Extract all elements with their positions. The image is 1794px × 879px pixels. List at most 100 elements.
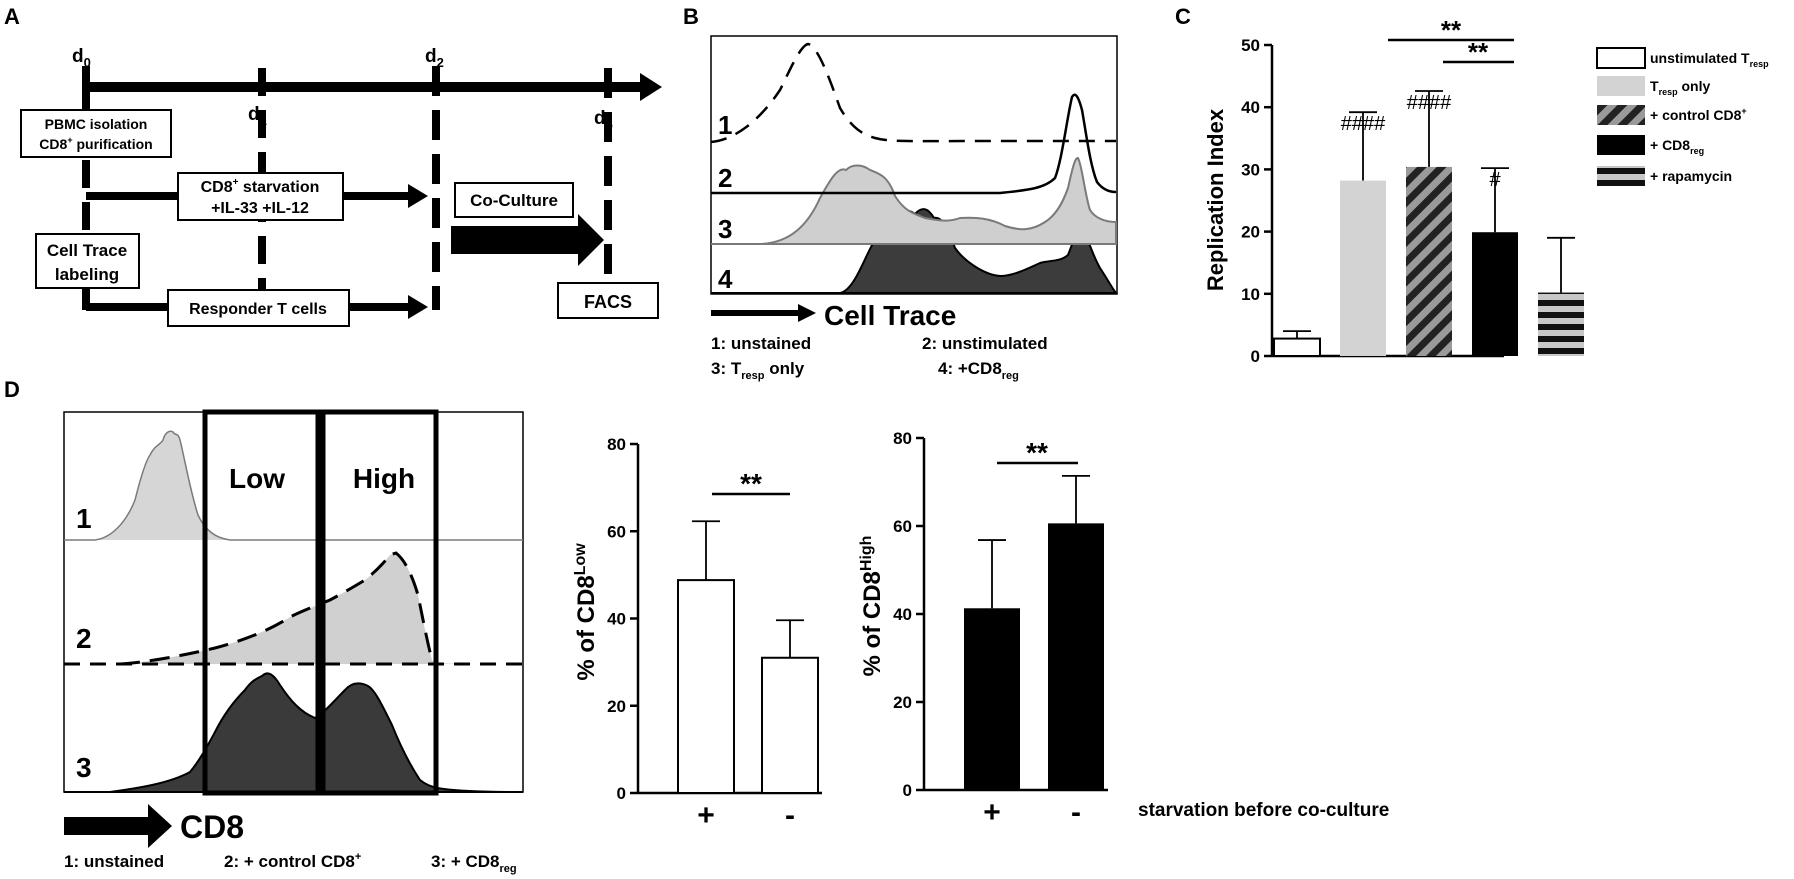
y-tick-label: 50 bbox=[1241, 36, 1260, 55]
svg-text:Co-Culture: Co-Culture bbox=[470, 191, 558, 210]
y-tick-label: 60 bbox=[893, 517, 912, 536]
panel-d-letter: D bbox=[4, 377, 20, 402]
y-tick-label: 40 bbox=[607, 610, 626, 629]
sig-label-d-high: ** bbox=[1026, 437, 1048, 468]
timepoint-d6: d bbox=[594, 108, 606, 129]
y-tick-label: 0 bbox=[617, 784, 626, 803]
legend-b-2: 2: unstimulated bbox=[922, 334, 1048, 353]
legend-b-4: 4: +CD8reg bbox=[938, 359, 1019, 382]
arrow-coculture bbox=[451, 214, 604, 266]
box-facs bbox=[557, 282, 659, 319]
y-tick-label: 20 bbox=[893, 693, 912, 712]
sig-label-c-1: ** bbox=[1441, 15, 1462, 45]
track-number-4: 4 bbox=[718, 264, 733, 294]
legend-c-label-1: Tresp only bbox=[1650, 78, 1710, 97]
svg-text:labeling: labeling bbox=[55, 265, 119, 284]
y-tick-label: 0 bbox=[1251, 347, 1260, 366]
timeline-arrowhead bbox=[640, 73, 662, 101]
histogram-track-1 bbox=[710, 42, 1116, 144]
svg-text:d2: d2 bbox=[425, 46, 444, 70]
legend-c-label-3: + CD8reg bbox=[1650, 137, 1704, 156]
y-axis-label: % of CD8High bbox=[858, 536, 886, 677]
y-axis-label: Replication Index bbox=[1203, 108, 1228, 291]
bar bbox=[1538, 292, 1584, 356]
track-number-1: 1 bbox=[718, 110, 732, 140]
chart-d-low: 0 20 40 60 80 + - % of CD8Low bbox=[572, 435, 822, 832]
panel-c-letter: C bbox=[1175, 4, 1191, 29]
svg-text:FACS: FACS bbox=[584, 292, 632, 312]
y-tick-label: 40 bbox=[1241, 98, 1260, 117]
flow-track-2 bbox=[64, 553, 523, 664]
bar bbox=[1406, 166, 1452, 356]
flow-track-number-3: 3 bbox=[76, 752, 92, 783]
y-axis-label: % of CD8Low bbox=[572, 543, 600, 681]
y-tick-label: 60 bbox=[607, 522, 626, 541]
celltrace-axis-label: Cell Trace bbox=[824, 300, 956, 331]
legend-d-3: 3: + CD8reg bbox=[431, 852, 517, 875]
flow-track-number-2: 2 bbox=[76, 623, 92, 654]
y-tick-label: 80 bbox=[607, 435, 626, 454]
sig-label-c-2: ** bbox=[1468, 37, 1489, 67]
gate-low-label: Low bbox=[229, 463, 285, 494]
box-pbmc bbox=[20, 109, 172, 158]
starvation-caption: starvation before co-culture bbox=[1138, 800, 1389, 821]
legend-c-label-4: + rapamycin bbox=[1650, 168, 1732, 184]
bar bbox=[677, 579, 735, 794]
svg-text:d0: d0 bbox=[72, 46, 91, 70]
gate-high bbox=[320, 409, 439, 796]
legend-d-2: 2: + control CD8+ bbox=[224, 851, 361, 871]
y-tick-label: 20 bbox=[607, 697, 626, 716]
panel-b-letter: B bbox=[683, 4, 699, 29]
box-celltrace bbox=[35, 233, 140, 289]
x-tick-label: - bbox=[785, 799, 795, 832]
y-tick-label: 20 bbox=[1241, 223, 1260, 242]
y-tick-label: 30 bbox=[1241, 160, 1260, 179]
legend-c-label-0: unstimulated Tresp bbox=[1650, 50, 1769, 69]
timepoint-d2: d bbox=[425, 46, 437, 67]
y-tick-label: 80 bbox=[893, 429, 912, 448]
svg-text:+IL-33 +IL-12: +IL-33 +IL-12 bbox=[211, 200, 309, 217]
svg-text:CD8+ starvation: CD8+ starvation bbox=[201, 177, 320, 196]
svg-text:PBMC isolation: PBMC isolation bbox=[45, 116, 148, 132]
legend-d-1: 1: unstained bbox=[64, 852, 164, 871]
y-tick-label: 0 bbox=[903, 781, 912, 800]
legend-c-swatch-2 bbox=[1597, 105, 1645, 125]
bar bbox=[1048, 523, 1104, 790]
x-tick-label: - bbox=[1071, 796, 1081, 829]
timepoint-d0: d bbox=[72, 46, 84, 67]
legend-c: unstimulated Tresp Tresp only + control … bbox=[1596, 47, 1769, 186]
panel-b: B 1 2 3 4 Cell Trace 1: unstained 2: uns… bbox=[683, 4, 1119, 382]
bar-annotation: # bbox=[1489, 169, 1501, 191]
y-tick-label: 40 bbox=[893, 605, 912, 624]
panel-a-letter: A bbox=[4, 4, 20, 29]
svg-text:Responder T cells: Responder T cells bbox=[189, 301, 327, 318]
legend-b-3: 3: Tresp only bbox=[711, 359, 805, 382]
cd8-axis-arrow bbox=[64, 804, 172, 848]
sig-label-d-low: ** bbox=[740, 468, 762, 499]
legend-c-swatch-0 bbox=[1596, 47, 1646, 69]
x-tick-label: + bbox=[983, 796, 1001, 829]
y-tick-label: 10 bbox=[1241, 285, 1260, 304]
box-starvation bbox=[177, 172, 344, 221]
chart-d-high: 0 20 40 60 80 + - % of CD8High bbox=[858, 429, 1108, 829]
svg-text:Cell Trace: Cell Trace bbox=[47, 241, 127, 260]
x-tick-label: + bbox=[697, 799, 715, 832]
legend-b-1: 1: unstained bbox=[711, 334, 811, 353]
svg-text:CD8+ purification: CD8+ purification bbox=[39, 135, 152, 152]
legend-c-swatch-3 bbox=[1597, 135, 1645, 155]
legend-c-swatch-4 bbox=[1597, 166, 1645, 186]
track-number-3: 3 bbox=[718, 214, 732, 244]
box-coculture bbox=[454, 182, 574, 218]
bar bbox=[1472, 232, 1518, 356]
bar bbox=[964, 608, 1020, 790]
bar-annotation: #### bbox=[1341, 113, 1386, 135]
track-number-2: 2 bbox=[718, 163, 732, 193]
gate-high-label: High bbox=[353, 463, 415, 494]
panel-d: D Low High 1 2 3 CD8 1: unstained 2: + c… bbox=[4, 377, 1389, 875]
bar bbox=[1273, 337, 1321, 358]
bar-annotation: #### bbox=[1407, 92, 1452, 114]
flow-track-number-1: 1 bbox=[76, 503, 92, 534]
cd8-axis-label: CD8 bbox=[180, 809, 244, 845]
